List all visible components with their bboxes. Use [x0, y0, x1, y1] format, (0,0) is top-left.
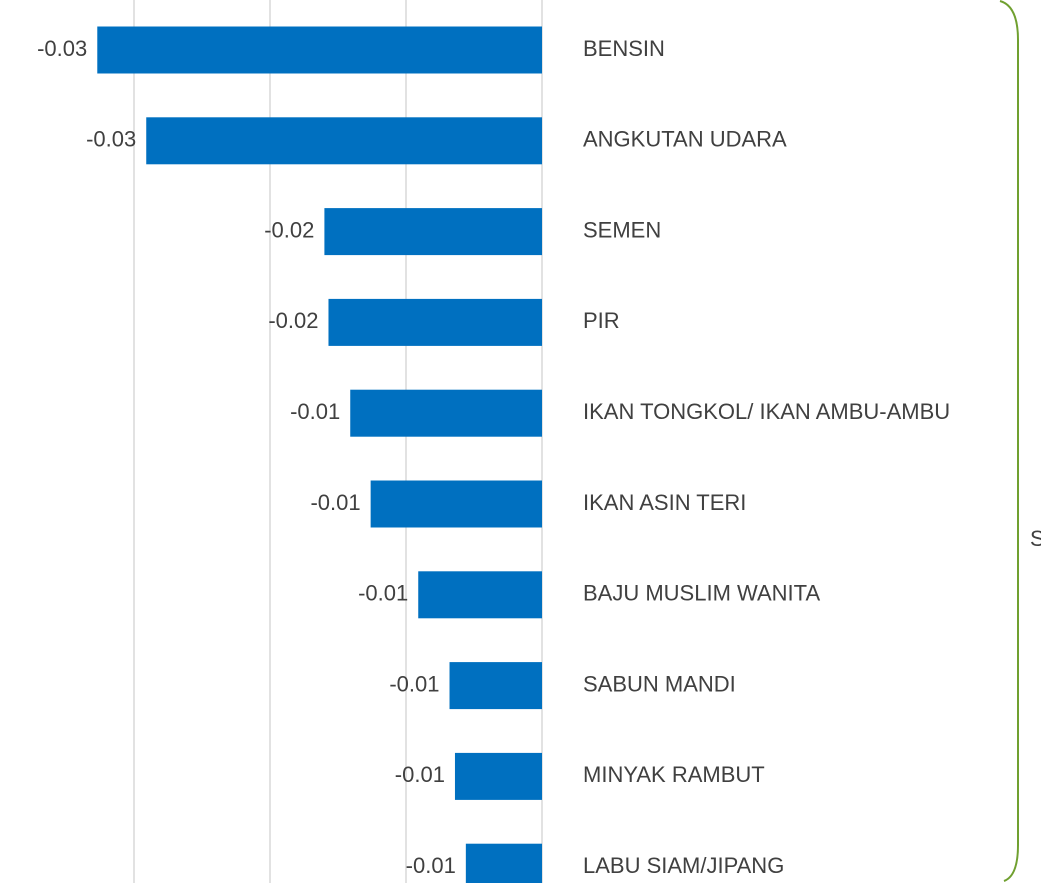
- category-label: LABU SIAM/JIPANG: [583, 853, 784, 878]
- category-label: SEMEN: [583, 217, 661, 242]
- value-label: -0.01: [389, 671, 439, 696]
- bar: [418, 571, 542, 619]
- bar: [465, 843, 542, 883]
- value-label: -0.01: [310, 490, 360, 515]
- category-label: MINYAK RAMBUT: [583, 762, 765, 787]
- value-label: -0.01: [290, 399, 340, 424]
- bracket: [999, 0, 1019, 882]
- bar: [454, 752, 542, 800]
- category-label: ANGKUTAN UDARA: [583, 127, 787, 152]
- annotation: S: [1030, 526, 1041, 551]
- bar: [449, 662, 542, 710]
- category-label: IKAN ASIN TERI: [583, 490, 746, 515]
- bar: [370, 480, 542, 528]
- bar: [328, 298, 542, 346]
- category-label: BAJU MUSLIM WANITA: [583, 581, 820, 606]
- bar: [146, 117, 543, 165]
- category-label: BENSIN: [583, 36, 665, 61]
- value-label: -0.03: [86, 127, 136, 152]
- value-label: -0.03: [37, 36, 87, 61]
- category-label: IKAN TONGKOL/ IKAN AMBU-AMBU: [583, 399, 950, 424]
- value-label: -0.01: [406, 853, 456, 878]
- value-label: -0.02: [264, 217, 314, 242]
- bar: [97, 26, 542, 74]
- value-label: -0.01: [358, 581, 408, 606]
- value-label: -0.01: [395, 762, 445, 787]
- bar: [350, 389, 542, 437]
- value-label: -0.02: [268, 308, 318, 333]
- category-label: PIR: [583, 308, 620, 333]
- category-label: SABUN MANDI: [583, 671, 736, 696]
- bar: [324, 208, 542, 256]
